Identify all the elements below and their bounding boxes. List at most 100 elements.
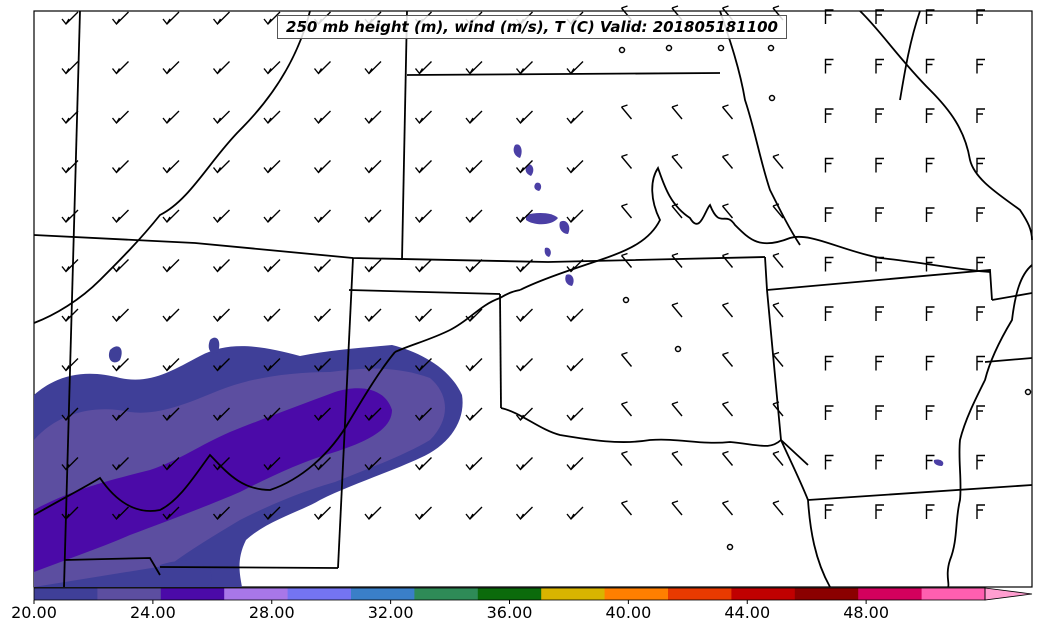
wind-barb [772,153,784,169]
wind-barb [111,110,129,125]
wind-barb [313,259,331,273]
wind-barb [364,308,382,323]
wind-barb [111,407,129,422]
wind-barb [212,209,230,224]
wind-barb [465,209,483,224]
wind-barb [313,61,331,75]
wind-barb [875,355,884,371]
wind-barb [772,351,784,367]
wind-barb [772,450,784,466]
wind-barb [721,450,734,466]
colorbar [33,587,1033,604]
wind-barb [465,358,483,372]
colorbar-tick-label: 32.00 [367,603,414,622]
wind-barb [566,457,584,471]
wind-barb [772,401,784,417]
wind-barb [414,506,432,521]
wind-barb [566,358,584,372]
wind-barb [111,11,129,26]
colorbar-segment [858,588,923,600]
wind-barb [61,407,79,422]
wind-barb [313,209,331,224]
wind-barb [465,407,483,422]
wind-barb [212,457,230,471]
wind-barb [925,256,935,272]
wind-barb [671,203,683,219]
wind-barb [566,61,584,75]
wind-barb [515,457,533,471]
wind-barb [364,160,382,174]
colorbar-segment [414,588,479,600]
wind-barb [263,11,281,26]
colorbar-segment [351,588,415,600]
wind-barb [566,160,584,174]
wind-barb [212,407,230,422]
wind-barb [824,207,834,222]
wind-barb [111,457,129,471]
wind-barb [515,308,533,323]
wind-barb [61,358,79,372]
wind-barb [671,153,683,169]
wind-barb [515,259,533,273]
wind-barb [925,58,935,74]
wind-barb [465,457,483,471]
wind-barb [875,58,884,74]
wind-barb [465,160,483,174]
wind-barb [263,160,281,174]
wind-barb [515,506,533,521]
wind-barb [263,506,281,521]
wind-barb [414,160,432,174]
wind-barb [925,405,935,420]
wind-barb [263,61,281,75]
wind-barb [162,506,180,521]
colorbar-tick-label: 48.00 [843,603,890,622]
wind-barb [925,355,935,371]
wind-barb [212,259,230,273]
colorbar-tick-label: 44.00 [724,603,771,622]
wind-barb [212,160,230,174]
wind-barb [925,504,935,519]
wind-barb [364,457,382,471]
wind-barb [976,454,985,470]
wind-barb [824,405,834,420]
wind-barb [824,108,834,123]
wind-barb [875,256,884,272]
wind-barb [824,454,834,470]
wind-barb [162,209,180,224]
wind-barb [721,203,734,219]
wind-barb [772,252,784,268]
wind-barb [925,9,935,24]
wind-barb [671,450,683,466]
wind-barb [772,302,784,318]
colorbar-segment [794,588,859,600]
wind-barb [721,153,734,169]
wind-barb [976,9,985,24]
wind-barb [414,61,432,75]
wind-barbs [61,5,985,521]
wind-barb [671,104,683,120]
temperature-shading [34,144,944,587]
wind-barb [824,306,834,321]
wind-barb [111,358,129,372]
wind-barb [721,252,734,268]
colorbar-tick-label: 28.00 [248,603,295,622]
wind-barb [414,209,432,224]
colorbar-tick-label: 20.00 [11,603,57,622]
wind-barb [61,308,79,323]
wind-barb [162,308,180,323]
wind-barb [620,351,633,367]
colorbar-segment [160,588,225,600]
wind-barb [925,108,935,123]
wind-barb [111,259,129,273]
wind-barb [671,252,683,268]
wind-barb [364,506,382,521]
wind-barb [263,259,281,273]
wind-barb [875,157,884,173]
wind-barb [61,506,79,521]
colorbar-segment [921,588,986,600]
wind-barb [875,108,884,123]
wind-barb [875,504,884,519]
wind-barb [515,110,533,125]
wind-barb [515,358,533,372]
